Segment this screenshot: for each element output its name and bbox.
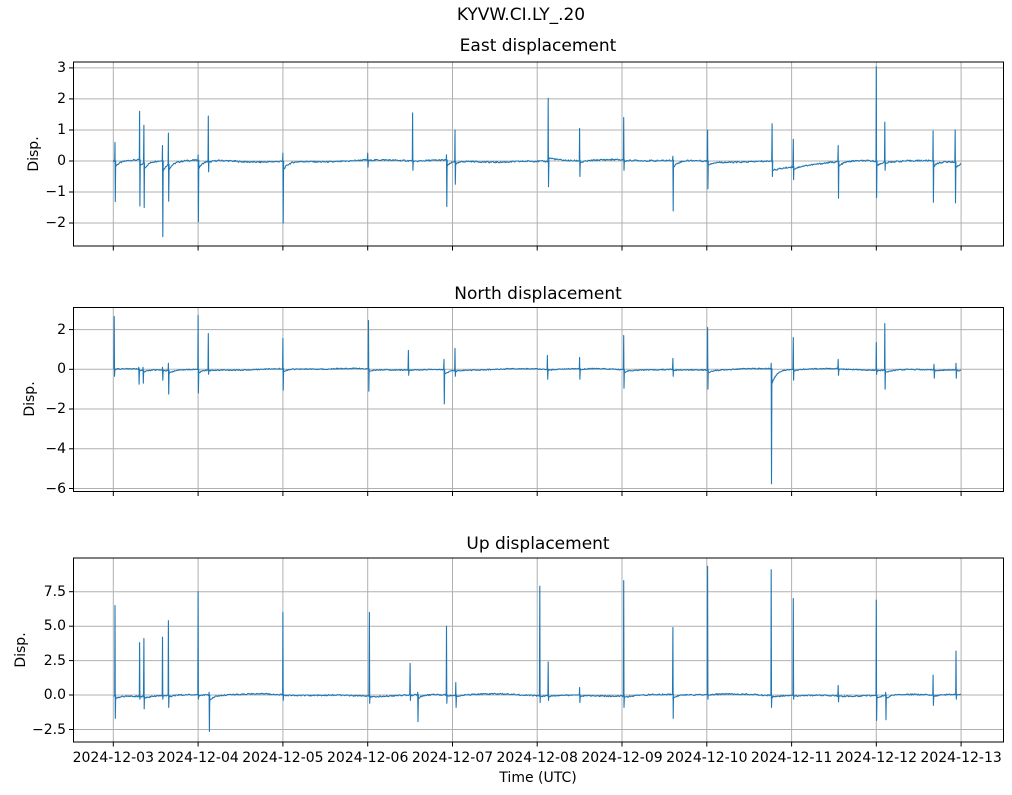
y-tick-label: 2	[57, 90, 66, 107]
trace-east	[112, 66, 962, 238]
x-tick-label: 2024-12-03	[72, 750, 154, 766]
y-tick-label: −4	[45, 440, 66, 457]
x-tick-label: 2024-12-11	[750, 750, 833, 766]
trace-up	[113, 565, 962, 733]
y-tick-label: 2.5	[43, 652, 66, 669]
y-tick-label: −2	[45, 401, 66, 417]
y-tick-label: −1	[45, 184, 66, 200]
x-tick-label: 2024-12-04	[157, 750, 239, 766]
y-tick-label: 0.0	[43, 687, 66, 703]
y-tick-label: −6	[45, 480, 66, 497]
x-tick-label: 2024-12-13	[920, 750, 1002, 766]
x-tick-label: 2024-12-10	[666, 750, 748, 766]
x-tick-label: 2024-12-12	[835, 750, 917, 766]
y-tick-label: 0	[57, 361, 66, 378]
x-tick-label: 2024-12-07	[411, 750, 494, 766]
x-tick-label: 2024-12-06	[327, 750, 409, 766]
y-tick-label: 3	[57, 59, 66, 76]
y-tick-label: 1	[57, 122, 66, 138]
x-tick-label: 2024-12-09	[581, 750, 663, 766]
y-tick-label: −2.5	[32, 721, 66, 738]
y-tick-label: 5.0	[43, 618, 66, 635]
subplot-title-up: Up displacement	[466, 534, 610, 554]
y-tick-label: 0	[57, 153, 66, 169]
figure-suptitle: KYVW.CI.LY_.20	[456, 5, 586, 25]
x-axis-label: Time (UTC)	[499, 770, 577, 786]
x-tick-label: 2024-12-05	[242, 750, 324, 766]
y-tick-label: 2	[57, 321, 66, 338]
trace-north	[113, 315, 962, 485]
y-tick-label: 7.5	[43, 583, 66, 600]
subplot-title-east: East displacement	[459, 36, 617, 56]
y-tick-label: −2	[45, 215, 66, 231]
x-tick-label: 2024-12-08	[496, 750, 578, 766]
subplot-title-north: North displacement	[454, 284, 622, 304]
